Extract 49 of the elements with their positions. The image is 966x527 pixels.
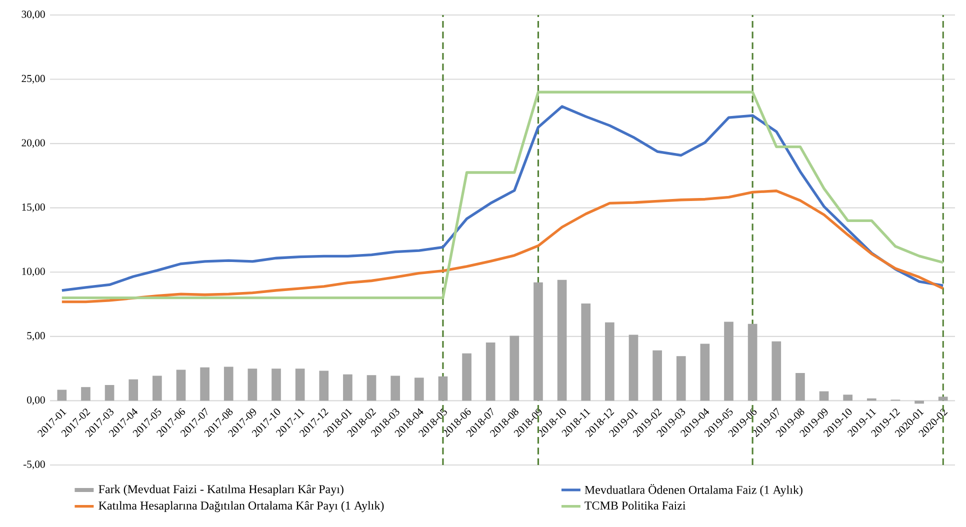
bar xyxy=(224,366,234,401)
y-tick-label: 30,00 xyxy=(22,10,45,20)
bar xyxy=(343,374,352,401)
bar xyxy=(176,370,186,401)
y-tick-label: -5,00 xyxy=(23,460,45,470)
bar xyxy=(914,400,924,404)
bar xyxy=(819,391,829,401)
bar xyxy=(128,379,138,401)
y-tick-label: 10,00 xyxy=(22,268,45,276)
y-tick-label: 15,00 xyxy=(22,203,45,212)
bar xyxy=(676,356,686,401)
bar xyxy=(724,322,734,401)
bar xyxy=(104,385,114,401)
bar xyxy=(605,322,614,401)
bar xyxy=(652,350,662,401)
y-tick-label: 0,00 xyxy=(27,396,45,406)
bar xyxy=(772,341,782,401)
bar xyxy=(152,376,162,401)
bar xyxy=(390,376,400,401)
y-tick-label: 5,00 xyxy=(27,332,45,341)
bar xyxy=(628,334,638,401)
bar xyxy=(438,376,448,401)
legend-label: Katılma Hesaplarına Dağıtılan Ortalama Kâr Payı (1 Aylık) xyxy=(98,501,384,512)
bar xyxy=(200,367,210,401)
bar xyxy=(272,368,281,401)
bar xyxy=(462,353,472,401)
bar xyxy=(843,394,852,401)
bar xyxy=(486,342,496,401)
bar xyxy=(581,304,591,401)
bar xyxy=(700,344,710,401)
bar xyxy=(557,280,567,401)
bar xyxy=(414,378,424,401)
bar xyxy=(366,375,376,401)
legend-label: TCMB Politika Faizi xyxy=(584,501,686,510)
line-series xyxy=(60,190,944,304)
legend-label: Mevduatlara Ödenen Ortalama Faiz (1 Aylık) xyxy=(584,484,802,496)
bar xyxy=(57,390,67,401)
y-tick-label: 25,00 xyxy=(22,74,45,84)
bar xyxy=(510,336,520,401)
bar xyxy=(796,373,805,401)
bar xyxy=(295,368,305,401)
legend-label: Fark (Mevduat Faizi - Katılma Hesapları Kâr Payı) xyxy=(98,484,344,496)
bar xyxy=(319,370,329,401)
bar xyxy=(534,282,543,401)
y-tick-label: 20,00 xyxy=(22,139,45,148)
bar xyxy=(748,324,758,401)
bar xyxy=(938,396,948,401)
bar xyxy=(81,387,90,401)
bar xyxy=(248,368,258,401)
